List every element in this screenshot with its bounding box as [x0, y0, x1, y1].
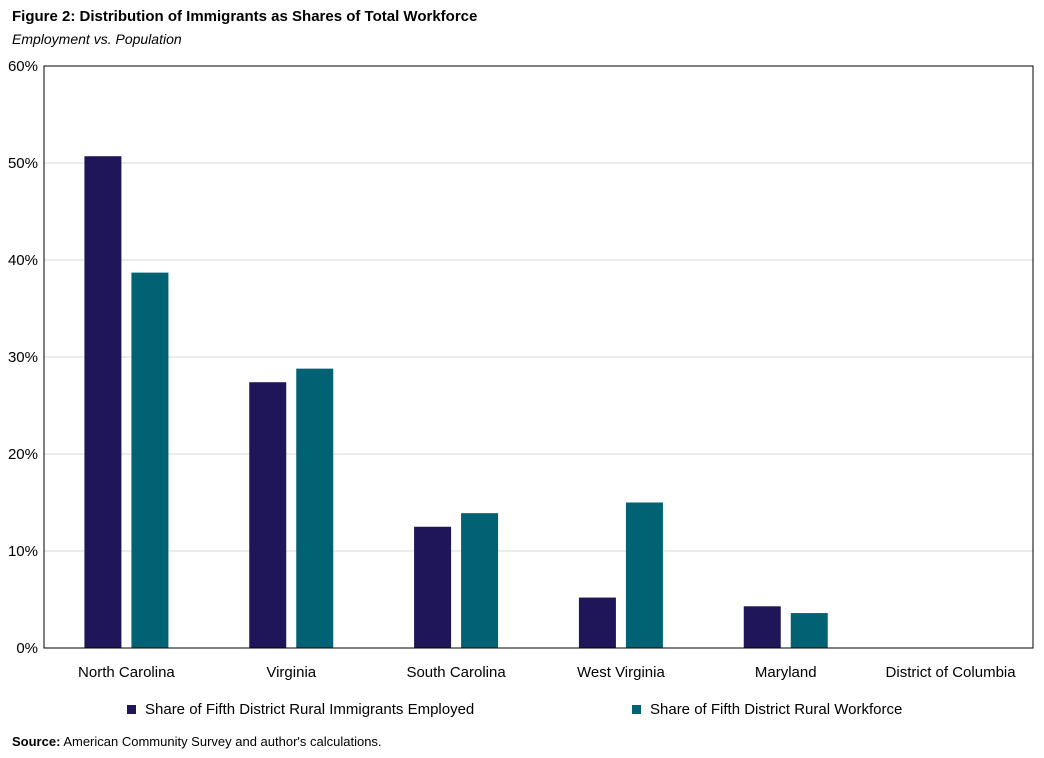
bar-series1: [249, 382, 287, 648]
bar-series1: [578, 597, 616, 648]
y-tick-label: 30%: [8, 349, 38, 366]
chart-title: Figure 2: Distribution of Immigrants as …: [12, 8, 478, 25]
x-tick-label: West Virginia: [577, 664, 665, 681]
y-tick-label: 40%: [8, 252, 38, 269]
legend-swatch-series2: [632, 705, 641, 714]
bar-chart: 0% 10% 20% 30% 40% 50% 60% North Carolina Virgin…: [8, 58, 1034, 681]
source-label: Source:: [12, 734, 61, 749]
x-tick-label: South Carolina: [406, 664, 506, 681]
legend-item-series1: Share of Fifth District Rural Immigrants…: [127, 701, 474, 718]
legend-item-series2: Share of Fifth District Rural Workforce: [632, 701, 902, 718]
bar-series2: [625, 502, 663, 648]
x-tick-label: Maryland: [755, 664, 817, 681]
x-tick-label: District of Columbia: [886, 664, 1017, 681]
bar-series1: [84, 156, 122, 648]
y-tick-label: 10%: [8, 543, 38, 560]
bar-series1: [743, 606, 781, 648]
x-tick-label: Virginia: [266, 664, 316, 681]
y-tick-label: 50%: [8, 155, 38, 172]
legend-label-series1: Share of Fifth District Rural Immigrants…: [145, 701, 475, 718]
source-note: Source: American Community Survey and au…: [12, 734, 382, 749]
plot-frame: [43, 65, 1034, 649]
x-tick-label: North Carolina: [78, 664, 175, 681]
bar-series2: [296, 368, 334, 648]
y-tick-label: 20%: [8, 446, 38, 463]
legend-swatch-series1: [127, 705, 136, 714]
y-tick-label: 60%: [8, 58, 38, 75]
bar-series1: [414, 526, 452, 648]
y-tick-label: 0%: [16, 640, 38, 657]
chart-subtitle: Employment vs. Population: [12, 31, 182, 47]
bar-series2: [461, 513, 499, 648]
bar-series2: [790, 613, 828, 648]
source-text: American Community Survey and author's c…: [63, 734, 382, 749]
legend-label-series2: Share of Fifth District Rural Workforce: [650, 701, 903, 718]
bar-series2: [131, 272, 169, 648]
